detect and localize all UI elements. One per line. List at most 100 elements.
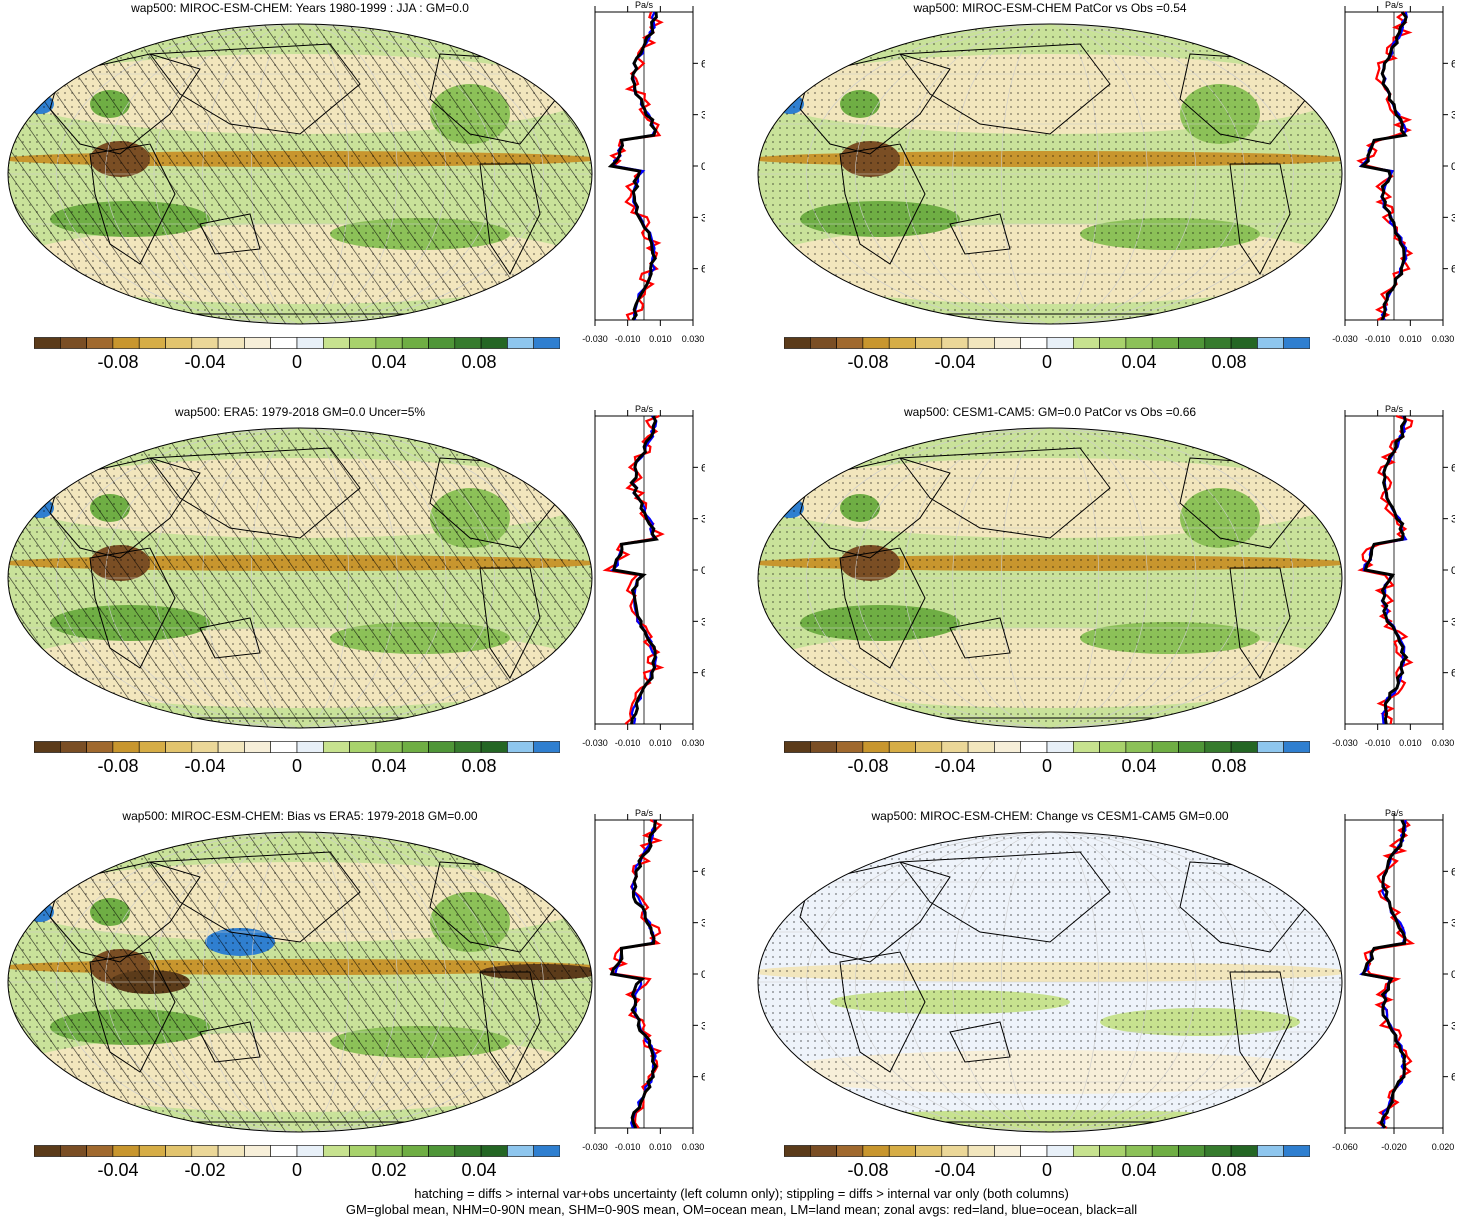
colorbar [784,1145,1310,1157]
colorbar-label: -0.08 [97,352,139,372]
stippling [758,24,1342,324]
colorbar-swatch [112,337,140,349]
colorbar-swatch [1072,741,1100,753]
colorbar-swatch [165,337,193,349]
colorbar-swatch [322,1145,350,1157]
colorbar-swatch [1178,1145,1206,1157]
colorbar-swatch [59,337,87,349]
colorbar-swatch [836,1145,864,1157]
all-series-line [1363,415,1409,725]
colorbar-swatch [784,741,811,753]
y-tick-label: 60S [701,1072,705,1084]
colorbar-swatch [1178,741,1206,753]
colorbar-swatch [1125,1145,1153,1157]
colorbar-label: -0.04 [934,1160,976,1180]
colorbar-swatch [1283,741,1310,753]
colorbar-label: 0 [1041,352,1053,372]
colorbar-swatch [34,741,61,753]
colorbar-swatch [1204,337,1232,349]
stippling [758,832,1342,1132]
zonal-average-plot: Pa/s -0.030 -0.010 0.010 0.030 60N 30N 0 30S 60S [1332,404,1455,748]
x-tick-label: -0.010 [615,738,641,748]
colorbar-swatch [480,1145,508,1157]
zonal-average-plot: Pa/s -0.030 -0.010 0.010 0.030 60N 30N 0 30S 60S [582,0,705,344]
colorbar-label: -0.04 [184,756,226,776]
stippling [758,428,1342,728]
zonal-unit-label: Pa/s [635,404,654,414]
hatching [8,428,592,728]
y-tick-label: 60N [701,866,705,878]
colorbar-swatch [941,1145,969,1157]
y-tick-label: 0 [1451,161,1455,173]
x-tick-label: 0.030 [1432,738,1455,748]
colorbar-swatch [322,741,350,753]
colorbar-label: 0.08 [1211,352,1247,372]
colorbar-swatch [1125,741,1153,753]
colorbar-swatch [967,741,995,753]
y-tick-label: 60N [1451,58,1455,70]
colorbar-swatch [507,741,534,753]
y-tick-label: 30S [701,212,705,224]
colorbar-labels: -0.08 -0.04 0 0.04 0.08 [34,352,560,376]
panel-5: wap500: MIROC-ESM-CHEM: Bias vs ERA5: 19… [0,808,720,1188]
colorbar-swatch [270,1145,298,1157]
zonal-average-plot: Pa/s -0.030 -0.010 0.010 0.030 60N 30N 0 30S 60S [582,404,705,748]
colorbar-swatch [1020,1145,1048,1157]
world-map [7,831,593,1133]
x-tick-label: -0.030 [582,334,608,344]
world-map [757,23,1343,325]
land-series-line [1357,414,1414,725]
x-tick-label: -0.010 [615,334,641,344]
map-border [7,831,593,1133]
colorbar-swatch [1151,1145,1179,1157]
colorbar-label: 0.08 [1211,756,1247,776]
colorbar-swatch [533,741,560,753]
colorbar-label: 0.08 [461,352,497,372]
colorbar-swatch [270,337,298,349]
colorbar-swatch [1099,741,1127,753]
zonal-unit-label: Pa/s [1385,0,1404,10]
colorbar-swatch [59,1145,87,1157]
map-border [757,831,1343,1133]
colorbar-swatch [112,741,140,753]
colorbar-swatch [1099,1145,1127,1157]
colorbar-swatch [1257,741,1284,753]
panel-title: wap500: CESM1-CAM5: GM=0.0 PatCor vs Obs… [903,405,1197,419]
y-tick-label: 30N [701,110,705,122]
colorbar-swatch [191,741,219,753]
map-border [757,427,1343,729]
colorbar-swatch [1230,337,1258,349]
colorbar-swatch [349,337,377,349]
colorbar-swatch [784,1145,811,1157]
colorbar-swatch [375,1145,403,1157]
ocean-series-line [612,11,657,321]
all-series-line [1359,11,1408,321]
footer-line: GM=global mean, NHM=0-90N mean, SHM=0-90… [345,1202,1138,1217]
colorbar-label: -0.08 [97,756,139,776]
land-series-line [602,414,665,725]
colorbar-swatch [1283,1145,1310,1157]
footer-line: hatching = diffs > internal var+obs unce… [414,1186,1069,1201]
colorbar-label: 0.04 [1121,756,1157,776]
colorbar-swatch [784,337,811,349]
colorbar-swatch [1257,337,1284,349]
colorbar-swatch [217,1145,245,1157]
panel-4: wap500: CESM1-CAM5: GM=0.0 PatCor vs Obs… [750,404,1483,784]
colorbar-swatch [217,337,245,349]
colorbar-label: 0.08 [461,756,497,776]
y-tick-label: 30N [701,514,705,526]
y-tick-label: 0 [701,565,705,577]
world-map [7,23,593,325]
colorbar-swatch [1072,1145,1100,1157]
panel-3: wap500: ERA5: 1979-2018 GM=0.0 Uncer=5% … [0,404,720,784]
colorbar-swatch [165,1145,193,1157]
world-map [757,427,1343,729]
all-series-line [1361,819,1407,1129]
colorbar-label: 0.08 [1211,1160,1247,1180]
y-tick-label: 30N [1451,110,1455,122]
hatching [8,24,592,324]
colorbar-swatch [533,337,560,349]
colorbar-label: 0.04 [1121,1160,1157,1180]
y-tick-label: 60N [1451,462,1455,474]
colorbar-swatch [454,741,482,753]
